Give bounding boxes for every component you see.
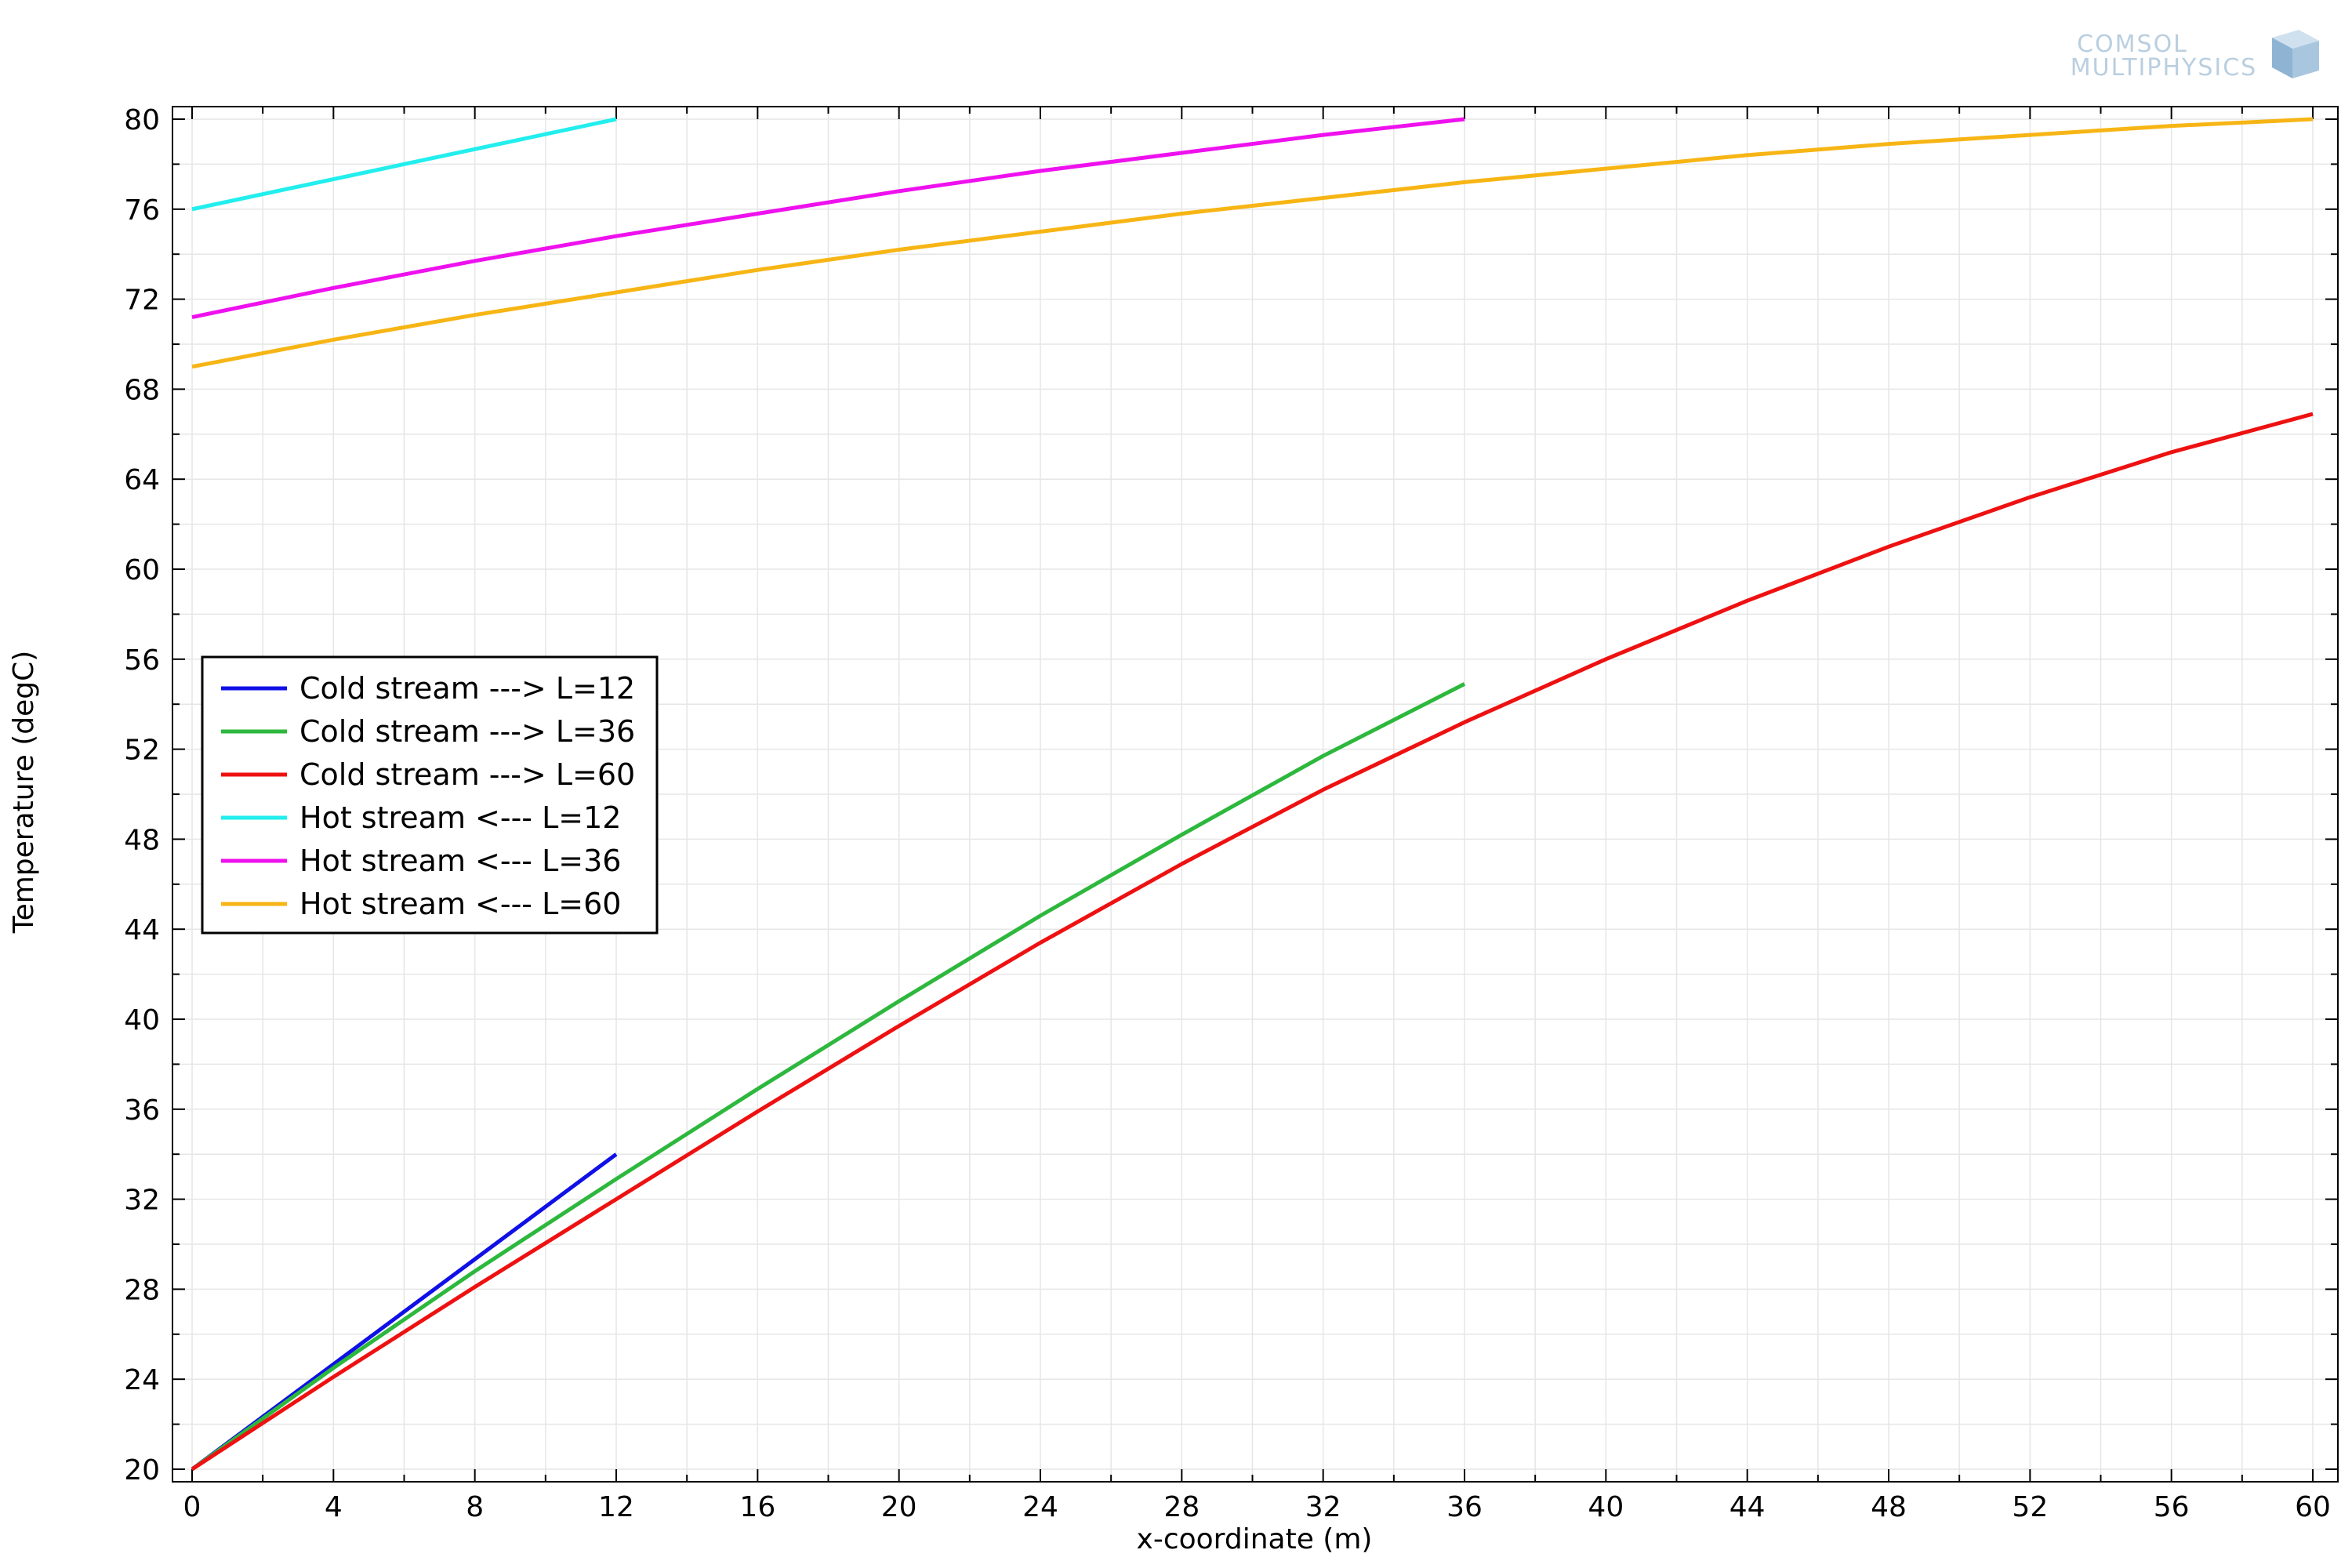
y-tick-label: 72	[124, 285, 160, 317]
y-tick-label: 28	[124, 1274, 160, 1306]
y-axis-label: Temperature (degC)	[8, 651, 40, 935]
legend: Cold stream ---> L=12 Cold stream ---> L=…	[201, 655, 659, 935]
legend-label-3: Cold stream ---> L=60	[299, 757, 635, 792]
y-tick-label: 44	[124, 914, 160, 946]
series-line-2	[191, 682, 1466, 1472]
x-tick-label: 52	[2012, 1491, 2048, 1523]
series-line-5	[191, 117, 1465, 320]
x-tick-label: 40	[1588, 1491, 1624, 1523]
x-tick-label: 24	[1022, 1491, 1058, 1523]
legend-label-4: Hot stream <--- L=12	[299, 800, 621, 835]
y-tick-label: 52	[124, 735, 160, 767]
x-tick-label: 56	[2154, 1491, 2190, 1523]
y-tick-label: 76	[124, 194, 160, 227]
y-tick-label: 56	[124, 644, 160, 677]
x-tick-label: 20	[881, 1491, 917, 1523]
series-line-3	[191, 412, 2314, 1472]
legend-label-5: Hot stream <--- L=36	[299, 844, 621, 878]
axis-ticks	[172, 107, 2338, 1482]
x-tick-label: 12	[598, 1491, 634, 1523]
y-tick-label: 20	[124, 1454, 160, 1486]
logo-text-comsol: COMSOL	[2077, 31, 2188, 58]
logo-text-multiphysics: MULTIPHYSICS	[2071, 54, 2257, 82]
series-lines	[191, 117, 2314, 1472]
legend-label-1: Cold stream ---> L=12	[299, 671, 635, 706]
x-tick-label: 60	[2295, 1491, 2331, 1523]
series-line-4	[191, 117, 617, 212]
series-line-6	[191, 117, 2314, 369]
legend-label-2: Cold stream ---> L=36	[299, 714, 635, 749]
x-tick-label: 16	[739, 1491, 775, 1523]
y-tick-label: 80	[124, 104, 160, 136]
x-axis-label: x-coordinate (m)	[1137, 1523, 1373, 1555]
x-tick-label: 32	[1305, 1491, 1341, 1523]
legend-label-6: Hot stream <--- L=60	[299, 887, 621, 921]
x-tick-label: 4	[325, 1491, 343, 1523]
x-tick-label: 28	[1163, 1491, 1200, 1523]
legend-box	[201, 655, 659, 935]
x-tick-label: 0	[183, 1491, 201, 1523]
x-tick-labels: 0 4 8 12 16 20 24 28 32 36 40 44 48 52 56 60	[183, 1491, 2331, 1523]
x-tick-label: 44	[1730, 1491, 1766, 1523]
y-tick-label: 60	[124, 554, 160, 586]
y-tick-labels: 20 24 28 32 36 40 44 48 52 56 60 64 68 72 76 80	[124, 104, 160, 1486]
y-tick-label: 64	[124, 464, 160, 496]
y-tick-label: 48	[124, 824, 160, 856]
y-tick-label: 24	[124, 1364, 160, 1396]
x-tick-label: 36	[1446, 1491, 1483, 1523]
y-tick-label: 40	[124, 1004, 160, 1036]
y-tick-label: 32	[124, 1185, 160, 1217]
x-tick-label: 8	[466, 1491, 484, 1523]
x-tick-label: 48	[1871, 1491, 1907, 1523]
y-tick-label: 36	[124, 1094, 160, 1127]
comsol-logo: COMSOL MULTIPHYSICS	[2071, 30, 2319, 82]
y-tick-label: 68	[124, 374, 160, 406]
logo-cube-icon	[2272, 30, 2319, 78]
